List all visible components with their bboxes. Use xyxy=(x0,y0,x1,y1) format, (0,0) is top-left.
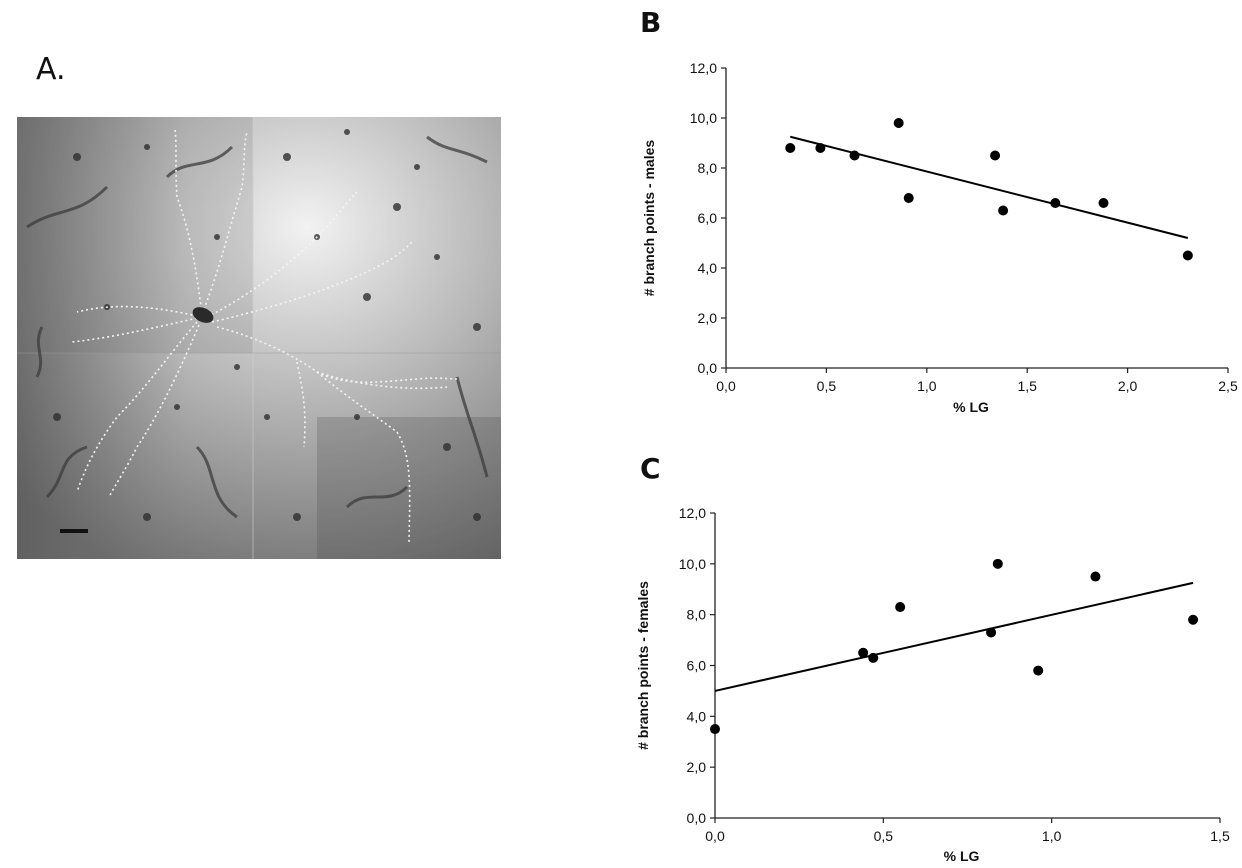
x-axis-title: % LG xyxy=(953,399,989,415)
panel-label-c: C xyxy=(640,452,661,485)
data-point xyxy=(1182,250,1193,261)
x-tick-label: 1,5 xyxy=(1210,828,1230,844)
chart-c-plot: 0,0 2,0 4,0 6,0 8,0 10,0 12,0 0,0 0,5 1,0 1,5 % LG #… xyxy=(635,505,1230,864)
x-tick-label: 2,5 xyxy=(1218,378,1238,394)
y-tick-label: 4,0 xyxy=(698,260,718,276)
chart-c-females: 0,0 2,0 4,0 6,0 8,0 10,0 12,0 0,0 0,5 1,0 1,5 % LG #… xyxy=(635,505,1230,864)
y-tick-label: 2,0 xyxy=(687,759,707,775)
data-point xyxy=(1090,571,1101,582)
data-point xyxy=(1098,198,1109,208)
y-tick-label: 0,0 xyxy=(687,810,707,826)
y-tick-label: 10,0 xyxy=(679,556,706,572)
y-tick-label: 0,0 xyxy=(698,360,718,376)
y-tick-label: 12,0 xyxy=(679,505,706,521)
x-tick-label: 0,0 xyxy=(705,828,725,844)
data-point xyxy=(815,143,826,153)
data-point xyxy=(868,652,879,663)
data-point xyxy=(986,627,997,638)
y-tick-label: 12,0 xyxy=(690,60,717,76)
y-tick-label: 4,0 xyxy=(687,708,707,724)
data-point xyxy=(895,602,906,613)
x-tick-label: 1,5 xyxy=(1017,378,1037,394)
panel-label-b: B xyxy=(640,6,662,39)
x-tick-label: 2,0 xyxy=(1118,378,1138,394)
data-point xyxy=(1188,614,1199,625)
data-point xyxy=(998,205,1009,216)
y-tick-label: 10,0 xyxy=(690,110,717,126)
data-point xyxy=(849,150,860,161)
neuron-micrograph xyxy=(17,117,501,559)
data-point xyxy=(858,647,869,658)
y-tick-label: 2,0 xyxy=(698,310,718,326)
data-point xyxy=(785,143,796,153)
x-tick-label: 1,0 xyxy=(917,378,937,394)
y-axis-title: # branch points - males xyxy=(641,140,657,297)
data-point xyxy=(893,118,904,128)
chart-b-plot: 0,0 2,0 4,0 6,0 8,0 10,0 12,0 0,0 0,5 1,0 1,5 2,0 2,… xyxy=(641,60,1238,415)
x-tick-label: 0,5 xyxy=(874,828,894,844)
data-point xyxy=(990,150,1001,161)
x-axis-title: % LG xyxy=(944,848,980,864)
y-tick-label: 8,0 xyxy=(687,607,707,623)
y-tick-label: 8,0 xyxy=(698,160,718,176)
trendline xyxy=(714,581,1194,692)
chart-b-males: 0,0 2,0 4,0 6,0 8,0 10,0 12,0 0,0 0,5 1,0 1,5 2,0 2,… xyxy=(641,60,1238,415)
data-point xyxy=(710,724,720,735)
data-point xyxy=(992,558,1003,569)
data-point xyxy=(903,193,914,203)
data-point xyxy=(1033,665,1044,676)
trendline xyxy=(790,135,1189,239)
panel-label-a: A. xyxy=(36,52,66,87)
data-point xyxy=(1050,198,1061,208)
x-tick-label: 0,5 xyxy=(817,378,837,394)
y-axis-title: # branch points - females xyxy=(635,581,651,750)
y-tick-label: 6,0 xyxy=(698,210,718,226)
x-tick-label: 0,0 xyxy=(716,378,736,394)
y-tick-label: 6,0 xyxy=(687,658,707,674)
x-tick-label: 1,0 xyxy=(1042,828,1062,844)
